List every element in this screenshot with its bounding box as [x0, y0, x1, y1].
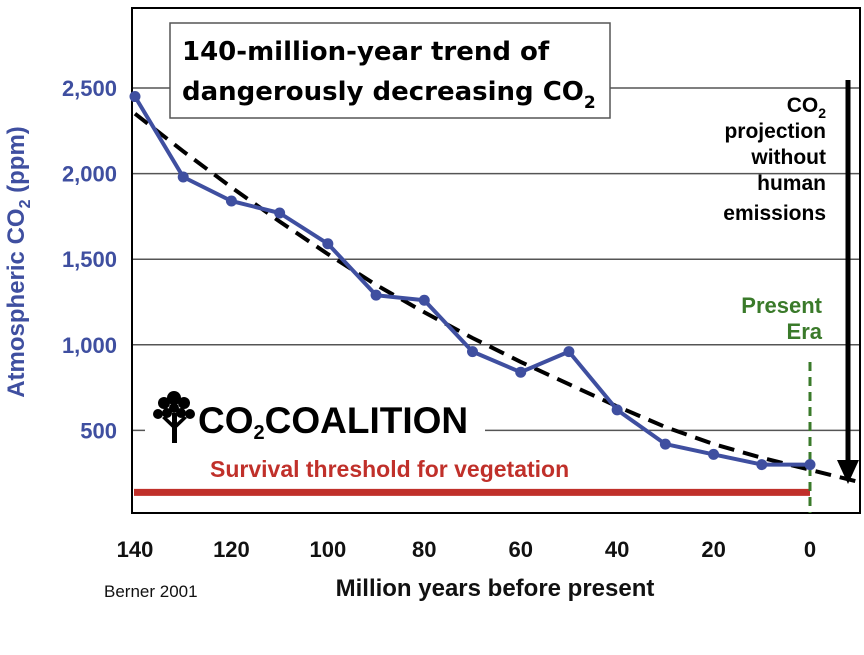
x-tick-label: 140: [117, 537, 154, 562]
co2-data-point: [756, 459, 768, 471]
x-tick-label: 40: [605, 537, 629, 562]
projection-label-line2: projection: [724, 120, 826, 143]
y-tick-label: 1,000: [62, 333, 117, 358]
y-tick-label: 2,000: [62, 162, 117, 187]
co2-data-point: [274, 207, 286, 219]
projection-co-prefix: CO: [787, 94, 819, 117]
logo-wordmark: CO2COALITION: [198, 400, 468, 444]
source-citation: Berner 2001: [104, 582, 198, 601]
y-tick-label: 1,500: [62, 247, 117, 272]
x-tick-label: 100: [309, 537, 346, 562]
present-era-label-line1: Present: [741, 293, 822, 318]
co2-data-point: [177, 171, 189, 183]
co2-data-point: [370, 289, 382, 301]
y-tick-labels: 500 1,000 1,500 2,000 2,500: [62, 76, 117, 443]
trend-line: [133, 112, 859, 484]
y-tick-label: 2,500: [62, 76, 117, 101]
co2-data-point: [659, 438, 671, 450]
co2-series-points: [129, 91, 816, 471]
chart-title-line1: 140-million-year trend of: [182, 37, 550, 67]
co2-data-point: [708, 448, 720, 460]
y-tick-label: 500: [80, 418, 117, 443]
projection-label-line4: human: [757, 172, 826, 195]
chart-title-line2: dangerously decreasing CO2: [182, 77, 596, 113]
projection-label-line3: without: [750, 146, 826, 169]
title-box: [169, 22, 611, 119]
projection-co-sub: 2: [818, 105, 826, 121]
x-tick-label: 0: [804, 537, 816, 562]
y-axis-title-suffix: (ppm): [3, 126, 30, 199]
co2-data-point: [418, 294, 430, 306]
projection-arrow-head: [837, 460, 859, 484]
y-axis-title-prefix: Atmospheric CO: [3, 208, 30, 397]
logo-background: [145, 385, 485, 440]
co2-data-point: [322, 238, 334, 250]
x-tick-label: 60: [508, 537, 532, 562]
co2-data-point: [467, 346, 478, 358]
y-axis-title-sub: 2: [17, 199, 34, 208]
x-tick-label: 80: [412, 537, 436, 562]
projection-label-line1: CO2: [787, 94, 827, 121]
chart-title-line2-sub: 2: [584, 93, 596, 113]
logo-coalition: COALITION: [265, 400, 468, 441]
co2-data-point: [563, 346, 575, 358]
co2-data-point: [611, 404, 623, 416]
co2-coalition-logo: CO2COALITION: [153, 391, 468, 444]
present-era-label-line2: Era: [787, 319, 823, 344]
x-tick-label: 20: [701, 537, 725, 562]
projection-label: CO2 projection without human emissions: [723, 94, 826, 225]
x-tick-label: 120: [213, 537, 250, 562]
survival-threshold-label: Survival threshold for vegetation: [210, 456, 569, 482]
x-tick-labels: 140 120 100 80 60 40 20 0: [117, 537, 816, 562]
tree-icon: [153, 391, 195, 443]
x-axis-title: Million years before present: [336, 575, 655, 602]
logo-co-prefix: CO: [198, 400, 254, 441]
co2-data-point: [804, 459, 816, 471]
projection-label-line5: emissions: [723, 202, 826, 225]
chart-title-line2-prefix: dangerously decreasing CO: [182, 77, 584, 107]
logo-co-sub: 2: [254, 422, 265, 444]
y-axis-title: Atmospheric CO2 (ppm): [3, 126, 34, 398]
co2-data-point: [515, 366, 527, 378]
co2-data-point: [225, 195, 237, 207]
co2-data-point: [129, 91, 141, 103]
